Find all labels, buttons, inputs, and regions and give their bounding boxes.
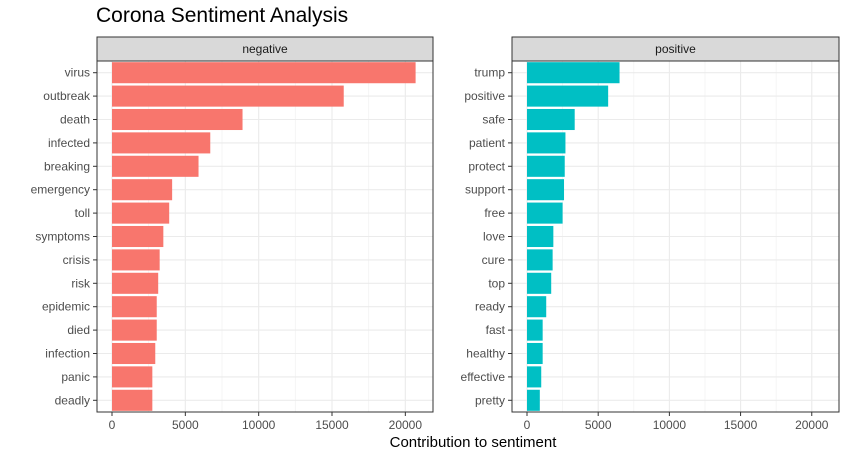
bar-pretty bbox=[527, 389, 540, 411]
bar-infection bbox=[112, 342, 156, 365]
bar-fast bbox=[527, 319, 543, 341]
bar-safe bbox=[527, 108, 575, 131]
y-tick-label: death bbox=[60, 113, 90, 127]
y-tick-label: cure bbox=[482, 253, 506, 267]
y-tick-label: infected bbox=[48, 136, 90, 150]
y-tick-label: died bbox=[67, 323, 90, 337]
x-tick-label: 10000 bbox=[242, 418, 276, 432]
x-tick-label: 20000 bbox=[795, 418, 829, 432]
y-tick-label: trump bbox=[474, 66, 505, 80]
x-tick-label: 5000 bbox=[585, 418, 612, 432]
y-tick-label: pretty bbox=[475, 393, 505, 407]
bar-love bbox=[527, 225, 554, 248]
facet-strip-label: positive bbox=[655, 42, 696, 56]
x-tick-label: 10000 bbox=[653, 418, 687, 432]
y-tick-label: deadly bbox=[55, 393, 90, 407]
x-tick-label: 15000 bbox=[315, 418, 349, 432]
y-tick-label: top bbox=[488, 276, 505, 290]
bar-positive bbox=[527, 85, 609, 107]
y-tick-label: panic bbox=[61, 370, 90, 384]
bar-emergency bbox=[112, 179, 173, 201]
facet-strip-label: negative bbox=[242, 42, 288, 56]
bar-cure bbox=[527, 249, 553, 271]
bar-protect bbox=[527, 155, 565, 177]
bar-crisis bbox=[112, 249, 160, 271]
y-tick-label: positive bbox=[464, 89, 505, 103]
y-tick-label: toll bbox=[75, 206, 90, 220]
y-tick-label: protect bbox=[468, 159, 505, 173]
panel-negative: negative virus outbreak death infected breaki… bbox=[31, 36, 434, 432]
y-tick-label: fast bbox=[486, 323, 506, 337]
bar-panic bbox=[112, 366, 153, 388]
y-tick-label: outbreak bbox=[43, 89, 91, 103]
y-tick-label: ready bbox=[475, 300, 505, 314]
bar-free bbox=[527, 202, 563, 224]
x-axis-label: Contribution to sentiment bbox=[390, 434, 558, 451]
x-tick-label: 0 bbox=[524, 418, 531, 432]
x-tick-label: 15000 bbox=[724, 418, 758, 432]
y-tick-label: risk bbox=[71, 276, 91, 290]
bar-ready bbox=[527, 296, 547, 318]
facet-strip bbox=[511, 36, 840, 62]
bar-died bbox=[112, 319, 157, 341]
bar-effective bbox=[527, 366, 542, 388]
bar-deadly bbox=[112, 389, 153, 411]
y-tick-label: infection bbox=[45, 347, 90, 361]
y-tick-label: safe bbox=[482, 113, 505, 127]
bar-support bbox=[527, 179, 565, 201]
bar-infected bbox=[112, 132, 211, 154]
y-tick-label: free bbox=[484, 206, 505, 220]
bar-healthy bbox=[527, 342, 543, 365]
y-tick-label: patient bbox=[469, 136, 506, 150]
bar-epidemic bbox=[112, 296, 157, 318]
bar-death bbox=[112, 108, 243, 131]
y-tick-label: healthy bbox=[466, 347, 505, 361]
bar-breaking bbox=[112, 155, 199, 177]
bar-outbreak bbox=[112, 85, 344, 107]
x-tick-label: 20000 bbox=[389, 418, 423, 432]
y-tick-label: crisis bbox=[63, 253, 90, 267]
bar-virus bbox=[112, 62, 416, 84]
bar-symptoms bbox=[112, 225, 164, 248]
facet-strip bbox=[96, 36, 434, 62]
bar-patient bbox=[527, 132, 566, 154]
panel-positive: positive trump positive safe patient protect s… bbox=[461, 36, 840, 432]
bar-toll bbox=[112, 202, 170, 224]
x-tick-label: 0 bbox=[109, 418, 116, 432]
y-tick-label: effective bbox=[461, 370, 506, 384]
y-tick-label: virus bbox=[65, 66, 90, 80]
bar-trump bbox=[527, 62, 620, 84]
chart-title: Corona Sentiment Analysis bbox=[96, 4, 349, 27]
y-tick-label: symptoms bbox=[35, 230, 90, 244]
x-tick-label: 5000 bbox=[172, 418, 199, 432]
y-tick-label: emergency bbox=[31, 183, 90, 197]
bar-top bbox=[527, 272, 552, 294]
y-tick-label: breaking bbox=[44, 159, 90, 173]
y-tick-label: support bbox=[465, 183, 506, 197]
y-tick-label: love bbox=[483, 230, 505, 244]
y-tick-label: epidemic bbox=[42, 300, 90, 314]
bar-risk bbox=[112, 272, 159, 294]
